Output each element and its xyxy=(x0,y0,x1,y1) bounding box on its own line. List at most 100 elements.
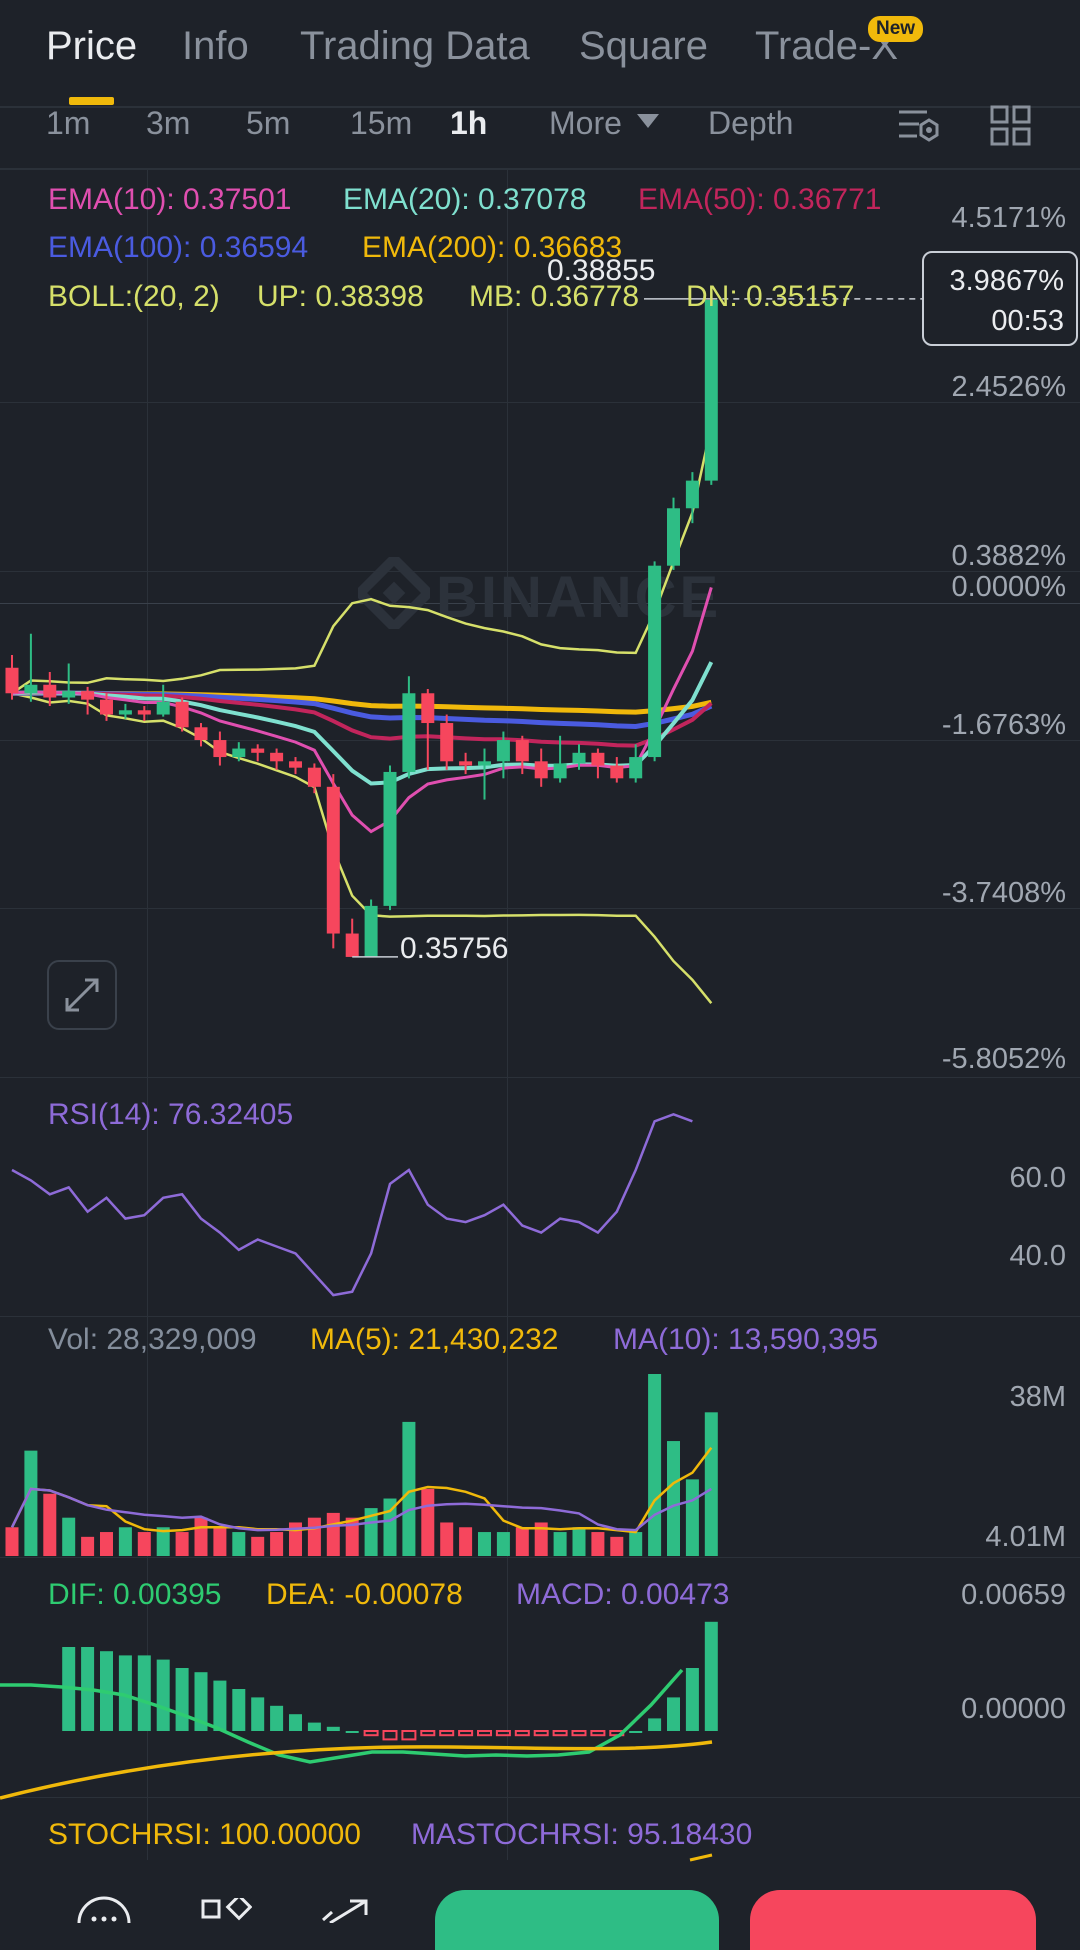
macd-histogram-bar xyxy=(289,1714,302,1731)
candle-body xyxy=(553,763,567,779)
rsi-pane-bottom xyxy=(0,1316,1080,1317)
more-options-icon[interactable] xyxy=(76,1893,132,1923)
macd-histogram-bar xyxy=(382,1730,398,1741)
macd-histogram-bar xyxy=(552,1730,568,1737)
volume-bar xyxy=(648,1374,662,1556)
volume-bar xyxy=(402,1421,416,1556)
price-axis-label: 2.4526% xyxy=(951,371,1067,403)
volume-bar xyxy=(572,1527,586,1556)
grid-vertical xyxy=(147,170,148,1860)
volume-bar xyxy=(553,1532,567,1556)
macd-histogram-bar xyxy=(251,1697,265,1731)
widgets-icon[interactable] xyxy=(200,1898,252,1923)
volume-axis-label: 38M xyxy=(1009,1381,1066,1413)
macd-histogram-bar xyxy=(118,1655,132,1731)
boll-upper-line xyxy=(11,425,713,695)
candle-body xyxy=(251,748,265,753)
volume-ma5-legend: MA(5): 21,430,232 xyxy=(310,1323,559,1356)
volume-bar xyxy=(667,1441,680,1556)
grid-horizontal xyxy=(0,908,1080,909)
more-label: More xyxy=(549,105,622,141)
interval-1h[interactable]: 1h xyxy=(450,105,488,141)
macd-histogram-bar xyxy=(439,1730,455,1737)
interval-1m[interactable]: 1m xyxy=(46,105,91,141)
macd-histogram-bar xyxy=(345,1731,359,1733)
interval-5m[interactable]: 5m xyxy=(246,105,291,141)
volume-bar xyxy=(156,1527,170,1556)
price-pane-bottom xyxy=(0,1077,1080,1078)
candle-body xyxy=(137,710,151,715)
volume-bar xyxy=(251,1536,265,1556)
interval-3m[interactable]: 3m xyxy=(146,105,191,141)
candle-body xyxy=(610,765,624,779)
current-price-tag: 3.9867% 00:53 xyxy=(922,251,1078,346)
boll-dn-legend: DN: 0.35157 xyxy=(686,280,855,313)
ema20-legend: EMA(20): 0.37078 xyxy=(343,183,587,216)
candle-countdown: 00:53 xyxy=(991,305,1064,337)
volume-bar xyxy=(137,1532,151,1556)
volume-bar xyxy=(81,1536,95,1556)
sell-button[interactable] xyxy=(750,1890,1036,1950)
macd-histogram-bar xyxy=(137,1655,151,1731)
buy-button[interactable] xyxy=(435,1890,719,1950)
macd-histogram-bar xyxy=(704,1621,718,1731)
tab-price[interactable]: Price xyxy=(46,24,138,68)
candle-body xyxy=(496,740,510,762)
volume-bar xyxy=(43,1493,57,1556)
binance-logo-icon xyxy=(352,551,436,635)
stochrsi-line xyxy=(689,1853,713,1862)
volume-bar xyxy=(364,1508,378,1556)
depth-button[interactable]: Depth xyxy=(708,105,794,141)
candle-body xyxy=(24,684,38,694)
candle-body xyxy=(81,691,95,700)
grid-horizontal xyxy=(0,402,1080,403)
volume-bar xyxy=(591,1532,605,1556)
macd-histogram-bar xyxy=(533,1730,549,1737)
fullscreen-button[interactable] xyxy=(47,960,117,1030)
grid-horizontal xyxy=(0,571,1080,572)
candle-body xyxy=(572,752,586,764)
candle-body xyxy=(5,667,19,694)
volume-bar xyxy=(270,1532,284,1556)
tab-trading-data[interactable]: Trading Data xyxy=(300,24,530,68)
volume-bar xyxy=(194,1517,208,1556)
macd-histogram-bar xyxy=(420,1730,436,1737)
chart-settings-icon[interactable] xyxy=(897,106,941,146)
volume-bar xyxy=(213,1527,227,1556)
candle-body xyxy=(364,905,378,957)
candle-body xyxy=(648,565,662,758)
macd-histogram-bar xyxy=(571,1730,587,1737)
tab-info[interactable]: Info xyxy=(182,24,249,68)
macd-histogram-bar xyxy=(326,1726,340,1731)
volume-bar xyxy=(629,1532,643,1556)
price-axis-label: -1.6763% xyxy=(941,709,1066,741)
layout-grid-icon[interactable] xyxy=(990,105,1032,147)
volume-bar xyxy=(478,1532,491,1556)
more-dropdown[interactable]: More xyxy=(549,105,659,142)
volume-bar xyxy=(345,1517,359,1556)
macd-histogram-bar xyxy=(514,1730,530,1737)
candle-body xyxy=(515,740,529,762)
high-price-label: 0.38855 xyxy=(547,254,656,287)
macd-histogram-bar xyxy=(629,1731,643,1733)
candle-body xyxy=(440,723,454,762)
volume-bar xyxy=(685,1479,699,1556)
zero-line xyxy=(0,603,1080,604)
rsi-legend: RSI(14): 76.32405 xyxy=(48,1098,294,1131)
macd-histogram-bar xyxy=(667,1697,680,1731)
volume-pane-bottom xyxy=(0,1557,1080,1558)
macd-histogram-bar xyxy=(477,1730,492,1737)
tab-square[interactable]: Square xyxy=(579,24,708,68)
candle-body xyxy=(421,693,435,724)
interval-15m[interactable]: 15m xyxy=(350,105,413,141)
volume-bar xyxy=(440,1522,454,1556)
top-tab-bar: Price Info Trading Data Square Trade-X N… xyxy=(0,0,1080,108)
interval-divider xyxy=(0,168,1080,170)
share-icon[interactable] xyxy=(320,1898,372,1923)
macd-dif-legend: DIF: 0.00395 xyxy=(48,1578,222,1611)
candle-body xyxy=(704,299,718,481)
grid-vertical xyxy=(507,170,508,1860)
low-price-label: 0.35756 xyxy=(400,932,509,965)
volume-bar xyxy=(515,1527,529,1556)
